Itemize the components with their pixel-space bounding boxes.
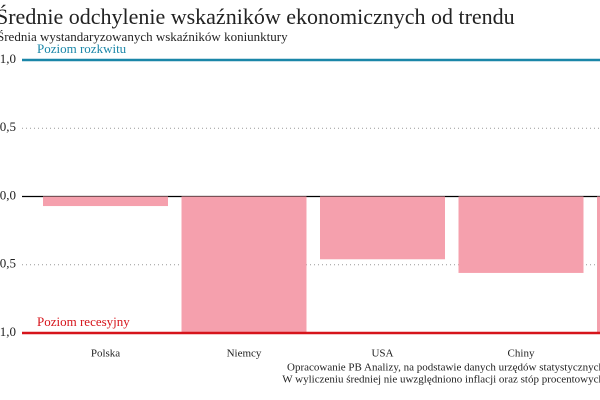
y-tick-label: -1,0 xyxy=(0,324,16,339)
bar xyxy=(320,196,445,260)
chart-subtitle: Średnia wystandaryzowanych wskaźników ko… xyxy=(0,29,288,44)
bar xyxy=(181,196,307,333)
reference-label: Poziom recesyjny xyxy=(37,314,130,329)
bar xyxy=(43,196,168,207)
x-tick-label: Polska xyxy=(91,348,120,360)
bar xyxy=(597,196,600,333)
source-note: W wyliczeniu średniej nie uwzględniono i… xyxy=(282,374,600,386)
chart-title: Średnie odchylenie wskaźników ekonomiczn… xyxy=(0,4,515,29)
y-tick-label: 0,5 xyxy=(0,119,16,134)
y-tick-label: -0,5 xyxy=(0,256,16,271)
x-tick-label: USA xyxy=(371,348,393,360)
x-tick-label: Chiny xyxy=(508,348,535,360)
x-tick-label: Niemcy xyxy=(227,348,262,360)
y-tick-label: 0,0 xyxy=(0,187,16,202)
y-tick-label: 1,0 xyxy=(0,51,16,66)
bar xyxy=(458,196,584,273)
reference-label: Poziom rozkwitu xyxy=(37,41,127,56)
source-note: Opracowanie PB Analizy, na podstawie dan… xyxy=(287,362,600,374)
